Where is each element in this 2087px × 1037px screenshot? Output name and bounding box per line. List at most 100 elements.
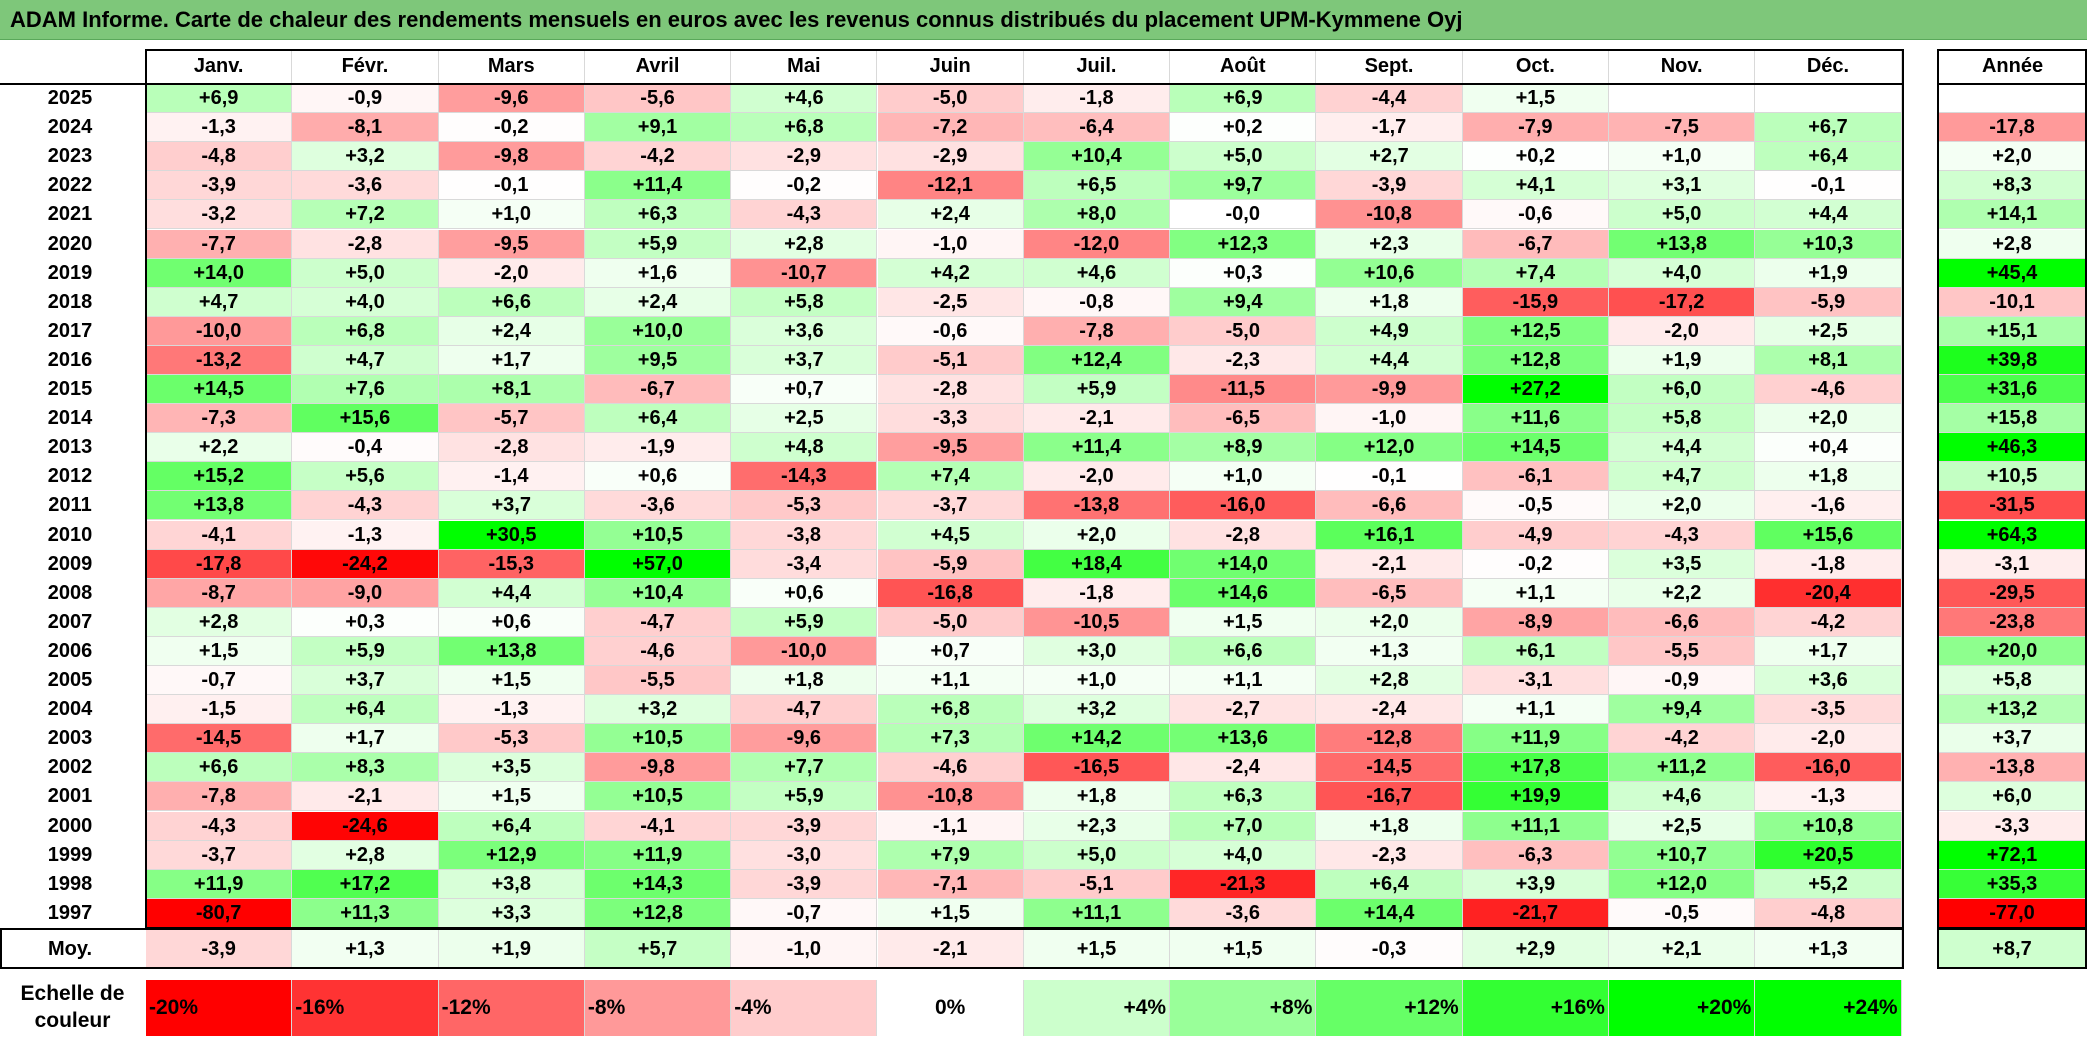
heatmap-cell: -9,5: [877, 433, 1024, 463]
heatmap-cell: +3,5: [438, 753, 585, 783]
heatmap-cell: +3,1: [1609, 171, 1756, 201]
heatmap-cell: +1,7: [1755, 636, 1902, 666]
annual-cell: -10,1: [1938, 287, 2087, 317]
heatmap-cell: +1,8: [1023, 782, 1171, 812]
heatmap-cell: +12,9: [438, 840, 585, 870]
average-cell: +5,7: [584, 930, 732, 968]
heatmap-cell: +4,7: [292, 345, 439, 375]
chart-title: ADAM Informe. Carte de chaleur des rende…: [10, 7, 1463, 32]
heatmap-cell: +18,4: [1023, 549, 1171, 579]
heatmap-cell: +6,8: [292, 316, 439, 346]
annual-cell: -17,8: [1938, 113, 2087, 143]
heatmap-cell: -2,9: [731, 142, 878, 172]
heatmap-cell: +10,5: [584, 782, 732, 812]
year-label: 2019: [47, 261, 93, 284]
heatmap-cell: +10,3: [1755, 229, 1902, 259]
heatmap-cell: -3,6: [1170, 898, 1317, 928]
heatmap-cell: +9,7: [1170, 171, 1317, 201]
heatmap-cell: -1,7: [1316, 113, 1463, 143]
heatmap-cell: -1,3: [292, 520, 439, 550]
heatmap-cell: +5,9: [584, 229, 732, 259]
month-header: Nov.: [1609, 50, 1756, 83]
year-label: 2020: [47, 232, 93, 255]
month-header: Févr.: [292, 50, 439, 83]
average-annual-cell: +8,7: [1938, 930, 2087, 968]
heatmap-cell: -6,3: [1462, 840, 1609, 870]
annual-cell: +2,8: [1938, 229, 2087, 259]
heatmap-cell: +12,0: [1316, 433, 1463, 463]
average-cell: -0,3: [1316, 930, 1463, 968]
heatmap-cell: +1,0: [438, 200, 585, 230]
heatmap-cell: -7,3: [146, 404, 293, 434]
annual-cell: +13,2: [1938, 695, 2087, 725]
heatmap-cell: +1,1: [877, 666, 1024, 696]
annual-cell: -13,8: [1938, 753, 2087, 783]
heatmap-cell: -2,8: [292, 229, 439, 259]
heatmap-cell: +9,4: [1609, 695, 1756, 725]
heatmap-cell: -10,7: [731, 258, 878, 288]
heatmap-cell: +6,4: [1755, 142, 1902, 172]
heatmap-cell: +30,5: [438, 520, 585, 550]
heatmap-cell: +1,5: [1170, 607, 1317, 637]
heatmap-cell: +1,5: [438, 666, 585, 696]
heatmap-cell: +12,0: [1609, 869, 1756, 899]
heatmap-cell: +7,4: [1462, 258, 1609, 288]
heatmap-cell: +2,8: [1316, 666, 1463, 696]
heatmap-cell: -21,7: [1462, 898, 1609, 928]
heatmap-cell: +4,1: [1462, 171, 1609, 201]
heatmap-cell: -6,4: [1023, 113, 1171, 143]
heatmap-cell: -1,0: [877, 229, 1024, 259]
heatmap-cell: +11,1: [1462, 811, 1609, 841]
heatmap-cell: -4,7: [584, 607, 732, 637]
heatmap-cell: +5,9: [292, 636, 439, 666]
heatmap-cell: -0,6: [1462, 200, 1609, 230]
annual-cell: +64,3: [1938, 520, 2087, 550]
heatmap-cell: +3,7: [731, 345, 878, 375]
year-label: 2008: [47, 581, 93, 604]
heatmap-cell: +7,7: [731, 753, 878, 783]
heatmap-cell: -0,1: [438, 171, 585, 201]
heatmap-cell: +12,4: [1023, 345, 1171, 375]
heatmap-cell: +6,3: [584, 200, 732, 230]
heatmap-cell: -0,7: [731, 898, 878, 928]
heatmap-cell: -6,5: [1170, 404, 1317, 434]
heatmap-cell: -9,9: [1316, 375, 1463, 405]
heatmap-cell: -4,6: [877, 753, 1024, 783]
year-label: 1999: [47, 843, 93, 866]
month-header: Août: [1170, 50, 1317, 83]
title-bar: ADAM Informe. Carte de chaleur des rende…: [0, 0, 2087, 40]
heatmap-cell: -2,7: [1170, 695, 1317, 725]
heatmap-cell: -4,8: [1755, 898, 1902, 928]
heatmap-cell: -10,0: [731, 636, 878, 666]
annual-cell: +15,8: [1938, 404, 2087, 434]
heatmap-cell: +7,0: [1170, 811, 1317, 841]
heatmap-cell: +4,4: [1755, 200, 1902, 230]
heatmap-cell: +3,2: [1023, 695, 1171, 725]
year-label: 2015: [47, 378, 93, 400]
heatmap-cell: -5,0: [877, 607, 1024, 637]
heatmap-cell: +4,4: [438, 578, 585, 608]
heatmap-cell: -5,3: [731, 491, 878, 521]
heatmap-cell: -0,5: [1462, 491, 1609, 521]
heatmap-cell: +0,2: [1462, 142, 1609, 172]
year-label: 2014: [47, 407, 93, 430]
heatmap-cell: +10,8: [1755, 811, 1902, 841]
heatmap-cell: -2,1: [1023, 404, 1171, 434]
year-label: 2009: [47, 552, 93, 575]
heatmap-cell: -2,9: [877, 142, 1024, 172]
scale-swatch: +24%: [1755, 980, 1902, 1036]
heatmap-cell: -0,2: [1462, 549, 1609, 579]
heatmap-cell: +1,8: [1316, 811, 1463, 841]
heatmap-cell: -4,3: [1609, 520, 1756, 550]
heatmap-cell: +0,7: [877, 636, 1024, 666]
heatmap-cell: +8,0: [1023, 200, 1171, 230]
heatmap-cell: -2,8: [1170, 520, 1317, 550]
heatmap-cell: +1,8: [731, 666, 878, 696]
heatmap-cell: +57,0: [584, 549, 732, 579]
heatmap-cell: +0,6: [438, 607, 585, 637]
heatmap-cell: -0,2: [438, 113, 585, 143]
heatmap-cell: -6,1: [1462, 462, 1609, 492]
heatmap-cell: +4,5: [877, 520, 1024, 550]
average-cell: +1,9: [438, 930, 585, 968]
annual-cell: +10,5: [1938, 462, 2087, 492]
